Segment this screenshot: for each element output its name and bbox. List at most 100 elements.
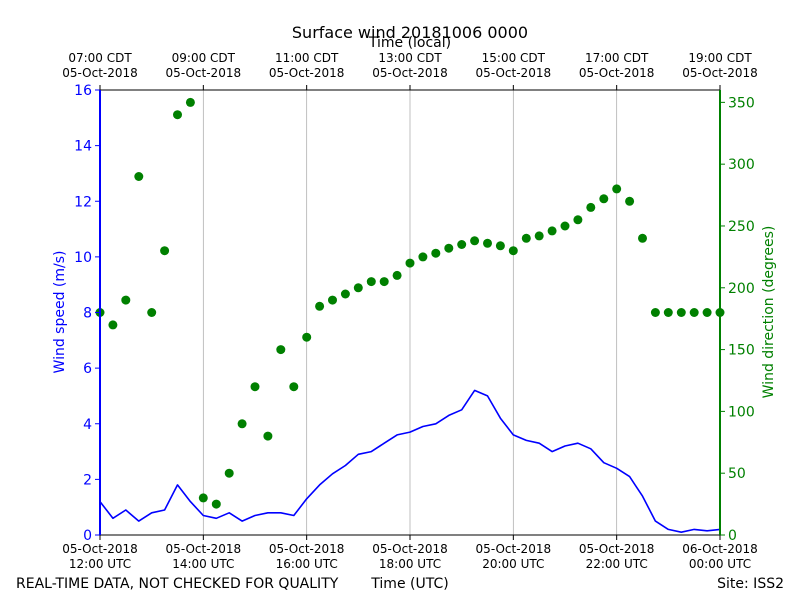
top-tick-date: 05-Oct-2018 bbox=[372, 66, 448, 80]
left-tick-label: 10 bbox=[74, 250, 92, 266]
right-tick-label: 350 bbox=[728, 95, 755, 111]
left-tick-label: 14 bbox=[74, 139, 92, 155]
wind-direction-point bbox=[379, 277, 389, 287]
wind-direction-point bbox=[392, 270, 402, 280]
bottom-tick-date: 05-Oct-2018 bbox=[166, 542, 242, 556]
wind-direction-point bbox=[444, 243, 454, 253]
top-tick-time: 09:00 CDT bbox=[172, 51, 236, 65]
wind-direction-point bbox=[108, 320, 118, 330]
wind-direction-point bbox=[289, 382, 299, 392]
right-tick-label: 250 bbox=[728, 219, 755, 235]
top-tick-date: 05-Oct-2018 bbox=[476, 66, 552, 80]
right-tick-label: 300 bbox=[728, 157, 755, 173]
top-tick-date: 05-Oct-2018 bbox=[682, 66, 758, 80]
bottom-tick-date: 06-Oct-2018 bbox=[682, 542, 758, 556]
wind-direction-point bbox=[185, 97, 195, 107]
wind-direction-point bbox=[573, 215, 583, 225]
grid-lines bbox=[202, 90, 618, 535]
wind-speed-line bbox=[99, 389, 721, 534]
left-tick-label: 4 bbox=[83, 417, 92, 433]
top-tick-time: 13:00 CDT bbox=[378, 51, 442, 65]
bottom-tick-date: 05-Oct-2018 bbox=[269, 542, 345, 556]
wind-direction-point bbox=[160, 246, 170, 256]
wind-direction-point bbox=[547, 226, 557, 236]
wind-direction-point bbox=[560, 221, 570, 231]
wind-direction-point bbox=[431, 248, 441, 258]
right-tick-label: 200 bbox=[728, 281, 755, 297]
right-tick-label: 150 bbox=[728, 343, 755, 359]
top-tick-time: 17:00 CDT bbox=[585, 51, 649, 65]
bottom-tick-date: 05-Oct-2018 bbox=[372, 542, 448, 556]
right-tick-label: 100 bbox=[728, 404, 755, 420]
left-tick-label: 2 bbox=[83, 472, 92, 488]
top-tick-date: 05-Oct-2018 bbox=[62, 66, 138, 80]
bottom-tick-date: 05-Oct-2018 bbox=[579, 542, 655, 556]
wind-direction-point bbox=[625, 196, 635, 206]
top-tick-date: 05-Oct-2018 bbox=[579, 66, 655, 80]
bottom-tick-time: 00:00 UTC bbox=[689, 557, 751, 571]
wind-direction-point bbox=[328, 295, 337, 305]
bottom-tick-time: 12:00 UTC bbox=[69, 557, 131, 571]
ylabel-right: Wind direction (degrees) bbox=[761, 226, 777, 399]
top-tick-time: 19:00 CDT bbox=[688, 51, 752, 65]
wind-direction-point bbox=[495, 241, 505, 251]
top-tick-time: 15:00 CDT bbox=[482, 51, 546, 65]
wind-direction-point bbox=[586, 202, 596, 212]
wind-direction-point bbox=[405, 258, 415, 268]
left-tick-label: 0 bbox=[83, 528, 92, 544]
bottom-tick-date: 05-Oct-2018 bbox=[62, 542, 138, 556]
top-tick-time: 11:00 CDT bbox=[275, 51, 339, 65]
wind-direction-point bbox=[315, 301, 325, 311]
wind-direction-point bbox=[663, 308, 673, 317]
bottom-tick-time: 20:00 UTC bbox=[482, 557, 544, 571]
quality-warning: REAL-TIME DATA, NOT CHECKED FOR QUALITY bbox=[16, 576, 339, 592]
bottom-tick-time: 14:00 UTC bbox=[172, 557, 234, 571]
wind-direction-point bbox=[457, 240, 467, 249]
wind-direction-point bbox=[599, 194, 609, 204]
wind-direction-point bbox=[211, 499, 221, 509]
wind-direction-point bbox=[237, 419, 247, 429]
bottom-tick-time: 18:00 UTC bbox=[379, 557, 441, 571]
wind-direction-point bbox=[134, 172, 144, 181]
wind-direction-point bbox=[508, 246, 518, 256]
wind-direction-point bbox=[121, 295, 131, 305]
wind-direction-point bbox=[276, 345, 286, 355]
left-tick-label: 12 bbox=[74, 194, 92, 210]
wind-direction-point bbox=[353, 283, 363, 293]
top-tick-date: 05-Oct-2018 bbox=[166, 66, 242, 80]
wind-direction-point bbox=[534, 231, 544, 241]
wind-direction-point bbox=[340, 289, 350, 299]
top-tick-time: 07:00 CDT bbox=[68, 51, 132, 65]
wind-direction-series bbox=[95, 97, 725, 509]
axes: 0 2 4 6 8 10 12 14 16 0 50 100 150 200 250 300 350 05-Oct… bbox=[62, 51, 758, 571]
chart-title: Surface wind 20181006 0000 bbox=[292, 23, 528, 42]
wind-direction-point bbox=[483, 238, 492, 248]
wind-direction-point bbox=[638, 233, 647, 243]
wind-speed-series bbox=[99, 389, 721, 534]
wind-direction-point bbox=[366, 277, 376, 287]
ylabel-left: Wind speed (m/s) bbox=[52, 251, 68, 374]
wind-direction-point bbox=[302, 332, 312, 342]
bottom-tick-time: 22:00 UTC bbox=[586, 557, 648, 571]
left-tick-label: 6 bbox=[83, 361, 92, 377]
wind-direction-point bbox=[147, 308, 157, 317]
wind-direction-point bbox=[250, 382, 260, 392]
wind-direction-point bbox=[418, 252, 428, 262]
left-tick-label: 16 bbox=[74, 83, 92, 99]
wind-direction-point bbox=[198, 493, 208, 503]
right-tick-label: 50 bbox=[728, 466, 746, 482]
bottom-tick-date: 05-Oct-2018 bbox=[476, 542, 552, 556]
left-tick-label: 8 bbox=[83, 306, 92, 322]
wind-direction-point bbox=[689, 308, 699, 317]
wind-direction-point bbox=[650, 308, 660, 317]
wind-direction-point bbox=[470, 236, 480, 246]
right-tick-label: 0 bbox=[728, 528, 737, 544]
wind-direction-point bbox=[702, 308, 712, 317]
wind-direction-point bbox=[224, 468, 234, 478]
site-label: Site: ISS2 bbox=[717, 576, 784, 592]
wind-direction-point bbox=[676, 308, 686, 317]
top-axis-label: Time (local) bbox=[368, 35, 451, 51]
wind-direction-point bbox=[612, 184, 622, 194]
top-tick-date: 05-Oct-2018 bbox=[269, 66, 345, 80]
